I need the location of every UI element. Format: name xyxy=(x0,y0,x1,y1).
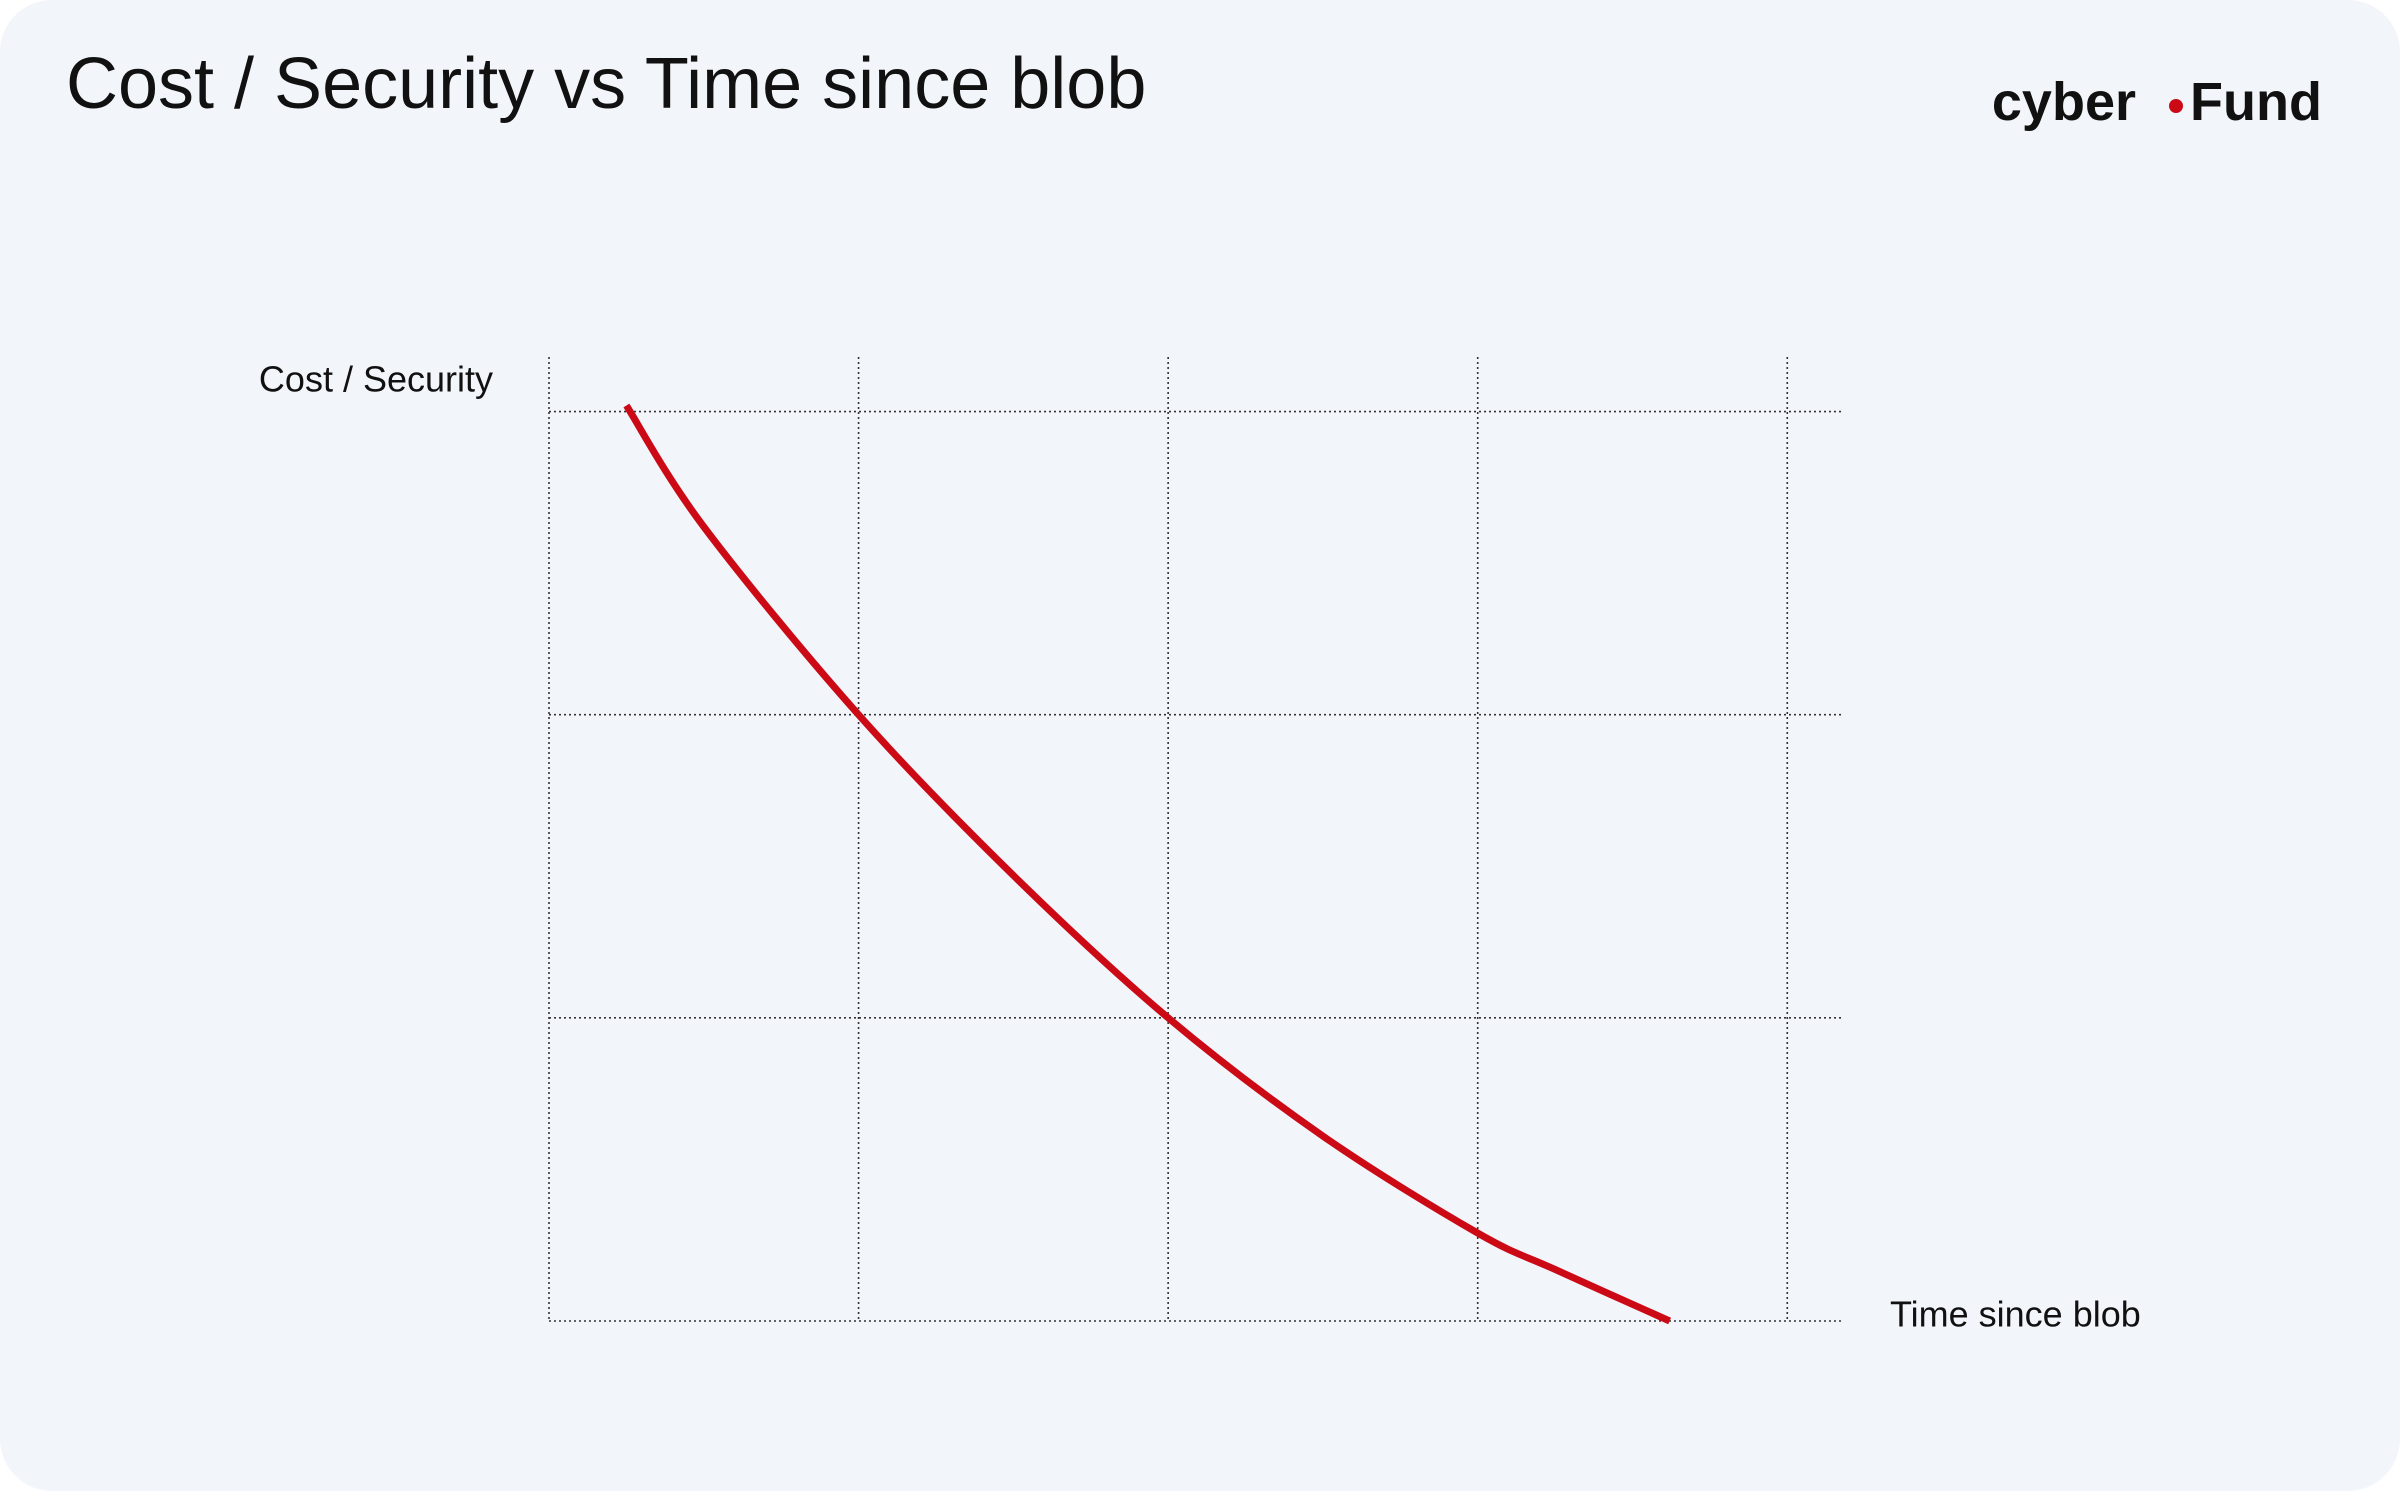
logo-left: cyber xyxy=(1992,72,2136,132)
logo: cyber Fund xyxy=(1992,72,2322,132)
y-axis-label: Cost / Security xyxy=(259,359,493,400)
logo-dot xyxy=(2169,99,2183,113)
chart-title: Cost / Security vs Time since blob xyxy=(66,44,1146,124)
x-axis-label: Time since blob xyxy=(1890,1294,2141,1335)
series-line xyxy=(623,403,1672,1325)
logo-right: Fund xyxy=(2190,72,2322,132)
